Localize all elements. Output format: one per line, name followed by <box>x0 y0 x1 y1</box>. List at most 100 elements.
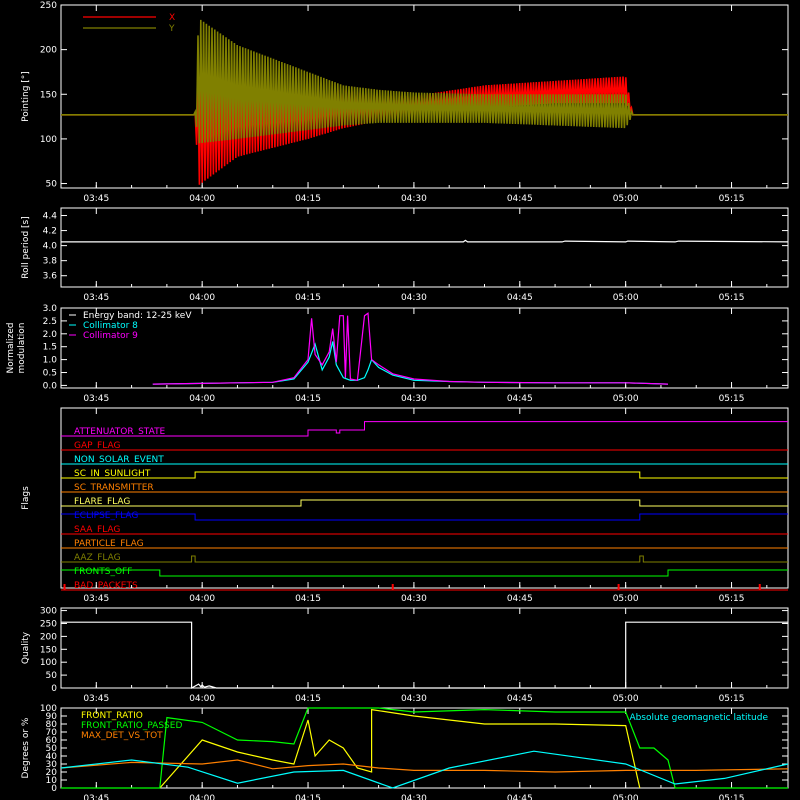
y-tick-label: 80 <box>46 720 58 730</box>
x-tick-label: 05:15 <box>719 394 745 404</box>
y-tick-label: 3.8 <box>43 257 58 267</box>
flag-label: NON_SOLAR_EVENT <box>74 455 164 465</box>
x-tick-label: 04:45 <box>507 594 533 604</box>
legend-label: Absolute geomagnetic latitude <box>629 713 768 723</box>
x-tick-label: 04:45 <box>507 293 533 303</box>
panel-frame <box>60 307 789 389</box>
x-tick-label: 03:45 <box>83 694 109 704</box>
series-y-line <box>61 19 788 144</box>
y-tick-label: 50 <box>46 744 58 754</box>
flag-label: GAP_FLAG <box>74 441 120 451</box>
series-front-ratio-passed-line <box>61 707 788 789</box>
y-tick-label: 10 <box>46 776 58 786</box>
series-absolute-geomagnetic-latitude-line <box>60 750 789 789</box>
y-tick-label: 1.5 <box>43 343 57 353</box>
flag-label: BAD_PACKETS <box>74 581 138 591</box>
y-axis-label: Flags <box>21 486 31 510</box>
legend-label: FRONT_RATIO <box>81 711 143 721</box>
flag-label: PARTICLE_FLAG <box>74 539 144 549</box>
x-tick-label: 03:45 <box>83 794 109 800</box>
flag-label: ECLIPSE_FLAG <box>74 511 138 521</box>
y-tick-label: 50 <box>46 671 58 681</box>
y-axis-label-line1: Normalized <box>6 322 16 373</box>
x-tick-label: 04:30 <box>401 794 427 800</box>
x-tick-label: 05:15 <box>719 594 745 604</box>
y-tick-label: 70 <box>46 728 58 738</box>
y-tick-label: 3.0 <box>43 304 58 314</box>
y-tick-label: 3.6 <box>43 272 58 282</box>
x-tick-label: 04:15 <box>295 694 321 704</box>
x-tick-label: 05:00 <box>613 794 639 800</box>
x-tick-label: 03:45 <box>83 394 109 404</box>
x-tick-label: 04:30 <box>401 194 427 204</box>
y-tick-label: 250 <box>40 619 57 629</box>
x-tick-label: 04:45 <box>507 394 533 404</box>
x-tick-label: 05:15 <box>719 794 745 800</box>
y-tick-label: 150 <box>40 645 57 655</box>
y-tick-label: 2.5 <box>43 317 57 327</box>
y-tick-label: 100 <box>40 704 57 714</box>
flag-line-aaz_flag <box>61 555 788 563</box>
panel-modulation: 0.0 0.5 1.0 1.5 2.0 2.5 3.0 03:45 04:00 04:15 04:3… <box>6 304 789 404</box>
x-tick-label: 04:15 <box>295 794 321 800</box>
y-tick-label: 90 <box>46 712 58 722</box>
x-tick-label: 04:00 <box>189 194 215 204</box>
panel-flags: 03:45 04:00 04:15 04:30 04:45 05:00 05:15 Flags… <box>21 407 789 604</box>
y-tick-label: 1.0 <box>43 356 58 366</box>
x-tick-label: 04:30 <box>401 293 427 303</box>
y-axis-label: Degrees or % <box>21 717 31 778</box>
x-tick-label: 04:00 <box>189 293 215 303</box>
y-tick-label: 4.4 <box>43 212 58 222</box>
flag-label: SC_IN_SUNLIGHT <box>74 469 151 479</box>
x-tick-label: 04:30 <box>401 694 427 704</box>
flag-line-attenuator_state <box>61 421 788 437</box>
y-tick-label: 0.0 <box>43 381 58 391</box>
legend-label: FRONT_RATIO_PASSED <box>81 721 182 731</box>
x-tick-label: 04:45 <box>507 794 533 800</box>
y-axis-label: Pointing [°] <box>21 71 31 122</box>
y-tick-label: 20 <box>46 768 58 778</box>
x-tick-label: 05:00 <box>613 394 639 404</box>
x-tick-label: 04:15 <box>295 594 321 604</box>
flag-label: ATTENUATOR_STATE <box>74 427 166 437</box>
x-tick-label: 04:00 <box>189 394 215 404</box>
x-tick-label: 04:15 <box>295 394 321 404</box>
y-tick-label: 40 <box>46 752 58 762</box>
y-tick-label: 30 <box>46 760 58 770</box>
x-tick-label: 04:30 <box>401 594 427 604</box>
x-tick-label: 04:15 <box>295 293 321 303</box>
x-tick-label: 04:45 <box>507 194 533 204</box>
y-tick-label: 300 <box>40 607 57 617</box>
x-tick-label: 04:00 <box>189 694 215 704</box>
x-tick-label: 05:00 <box>613 694 639 704</box>
legend-label: Collimator 9 <box>83 331 138 341</box>
x-tick-label: 04:15 <box>295 194 321 204</box>
legend-label: Collimator 8 <box>83 321 138 331</box>
x-tick-label: 03:45 <box>83 594 109 604</box>
x-tick-label: 05:15 <box>719 694 745 704</box>
panel-frame <box>60 207 789 288</box>
y-tick-label: 4.0 <box>43 242 58 252</box>
legend-label: Y <box>168 24 175 34</box>
y-tick-label: 150 <box>40 90 57 100</box>
x-tick-label: 03:45 <box>83 194 109 204</box>
x-tick-label: 05:15 <box>719 293 745 303</box>
flag-label: FLARE_FLAG <box>74 497 130 507</box>
y-tick-label: 0 <box>51 784 57 794</box>
y-tick-label: 0 <box>51 684 57 694</box>
legend-label: Energy band: 12-25 keV <box>83 311 192 321</box>
x-tick-label: 05:15 <box>719 194 745 204</box>
flag-label: FRONTS_OFF <box>74 567 132 577</box>
flag-label: SAA_FLAG <box>74 525 120 535</box>
series-collimator-9-line <box>152 312 669 385</box>
series-max-det-vs-tot-line <box>60 759 789 773</box>
flag-line-eclipse_flag <box>61 513 788 521</box>
y-tick-label: 60 <box>46 736 58 746</box>
panel-quality: 0 50 100 150 200 250 300 03:45 04:00 04:15 04:30 04… <box>21 607 789 704</box>
flag-line-sc_in_sunlight <box>61 471 788 479</box>
series-front-ratio-line <box>159 708 641 789</box>
legend-label: X <box>169 13 175 23</box>
y-tick-label: 2.0 <box>43 330 58 340</box>
